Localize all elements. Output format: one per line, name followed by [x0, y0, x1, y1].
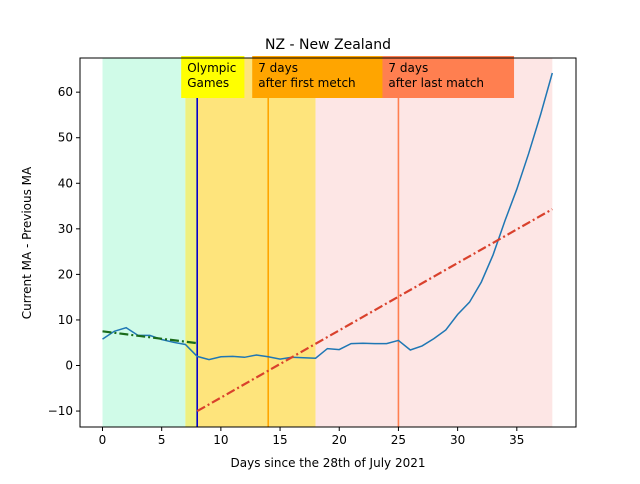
annotation-text-2-1: after last match — [388, 76, 484, 90]
series-line-0 — [102, 72, 554, 361]
axes-frame — [79, 57, 577, 428]
annotation-text-0-0: Olympic — [187, 61, 236, 75]
y-tick-label-20: 20 — [58, 267, 73, 281]
x-axis-label: Days since the 28th of July 2021 — [231, 456, 426, 470]
annotation-text-2-0: 7 days — [388, 61, 428, 75]
x-tick-label-20: 20 — [332, 433, 347, 447]
series-line-1 — [102, 330, 198, 345]
y-axis-label: Current MA - Previous MA — [20, 166, 34, 319]
annotation-text-0-1: Games — [187, 76, 229, 90]
annotation-box-1 — [252, 56, 392, 98]
chart-title: NZ - New Zealand — [265, 37, 391, 53]
y-tick-label-60: 60 — [58, 85, 73, 99]
x-tick-label-35: 35 — [509, 433, 524, 447]
x-tick-label-5: 5 — [158, 433, 166, 447]
reference-lines — [196, 58, 400, 427]
y-tick-label-30: 30 — [58, 222, 73, 236]
annotation-text-1-1: after first metch — [258, 76, 355, 90]
x-tick-label-25: 25 — [391, 433, 406, 447]
background-bands — [102, 58, 553, 427]
band-1 — [185, 58, 198, 427]
band-0 — [102, 58, 186, 427]
y-tick-label-10: 10 — [58, 313, 73, 327]
x-tick-label-15: 15 — [272, 433, 287, 447]
x-axis-ticks: 0 5 10 15 20 25 30 35 — [99, 427, 524, 447]
x-tick-label-30: 30 — [450, 433, 465, 447]
y-tick-label-40: 40 — [58, 176, 73, 190]
x-tick-label-0: 0 — [99, 433, 107, 447]
x-tick-label-10: 10 — [213, 433, 228, 447]
annotation-text-1-0: 7 days — [258, 61, 298, 75]
band-3 — [315, 58, 553, 427]
y-tick-label-50: 50 — [58, 131, 73, 145]
band-2 — [197, 58, 316, 427]
series-lines — [102, 72, 554, 413]
y-tick-label--10: −10 — [48, 404, 73, 418]
annotation-box-0 — [181, 56, 245, 98]
annotation-box-2 — [382, 56, 515, 98]
series-line-2 — [196, 208, 553, 413]
y-axis-ticks: −10 0 10 20 30 40 50 60 — [48, 85, 80, 418]
y-tick-label-0: 0 — [65, 359, 73, 373]
